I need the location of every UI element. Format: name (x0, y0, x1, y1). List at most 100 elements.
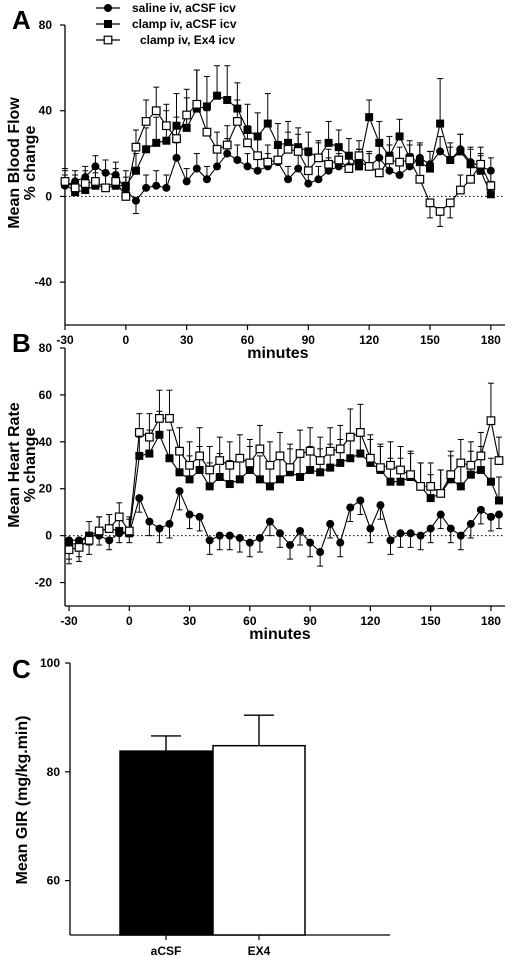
data-point (131, 196, 140, 205)
data-point (316, 468, 325, 477)
data-point (316, 548, 325, 557)
data-point (494, 510, 503, 519)
y-tick-label: 80 (39, 18, 53, 32)
data-point (253, 151, 263, 161)
y-tick-label: 40 (39, 435, 53, 449)
panel-letter-b: B (12, 328, 31, 358)
data-point (385, 166, 394, 175)
x-category-label: aCSF (151, 944, 182, 958)
data-point (295, 449, 305, 458)
data-point (155, 430, 164, 439)
y-tick-label: 40 (39, 104, 53, 118)
data-point (456, 147, 465, 156)
data-point (446, 524, 455, 533)
data-point (165, 454, 174, 463)
data-point (486, 416, 496, 426)
data-point (235, 533, 244, 542)
data-point (94, 526, 104, 536)
data-point (415, 158, 424, 167)
data-point (114, 512, 124, 522)
y-tick-label: 0 (45, 189, 52, 203)
data-point (185, 460, 194, 470)
data-point (80, 179, 90, 188)
data-point (324, 138, 333, 147)
data-point (175, 446, 184, 456)
x-tick-label: 120 (360, 614, 380, 628)
data-point (104, 524, 114, 533)
x-tick-label: 30 (180, 333, 194, 347)
data-point (425, 198, 435, 208)
x-axis-title: minutes (249, 626, 310, 643)
data-point (245, 458, 255, 468)
y-tick-label: 0 (45, 529, 52, 543)
data-point (151, 106, 161, 116)
data-point (315, 456, 325, 465)
legend-marker (104, 4, 112, 12)
data-point (84, 535, 94, 545)
data-point (215, 456, 225, 465)
data-point (456, 458, 466, 468)
data-point (296, 526, 305, 535)
bar-ex4 (212, 744, 306, 936)
data-point (305, 446, 315, 456)
y-tick-label: 80 (47, 765, 61, 779)
data-point (182, 177, 191, 186)
data-point (466, 519, 475, 528)
x-tick-label: 60 (241, 333, 255, 347)
data-point (165, 519, 174, 528)
data-point (115, 526, 124, 535)
data-point (195, 465, 204, 474)
x-tick-label: 180 (481, 614, 501, 628)
data-point (395, 157, 404, 167)
data-point (426, 494, 435, 503)
panel-letter-c: C (12, 654, 31, 684)
data-point (406, 470, 415, 480)
data-point (386, 477, 395, 486)
data-point (161, 121, 171, 131)
data-point (286, 541, 295, 550)
panel-letter-a: A (12, 5, 31, 35)
data-point (145, 517, 154, 526)
data-point (85, 531, 94, 540)
data-point (284, 175, 293, 184)
series-filled-square (61, 65, 495, 199)
data-point (436, 147, 445, 156)
data-point (213, 162, 222, 171)
data-point (304, 147, 313, 156)
y-tick-label: 60 (47, 874, 61, 888)
data-point (405, 155, 415, 165)
data-point (185, 475, 194, 484)
y-tick-label: -20 (35, 576, 53, 590)
data-point (494, 456, 504, 465)
data-point (386, 536, 395, 545)
data-point (135, 494, 144, 503)
data-point (436, 119, 445, 128)
data-point (396, 465, 405, 475)
data-point (121, 192, 131, 201)
data-point (182, 123, 191, 132)
y-axis-title-line1: Mean Blood Flow (6, 97, 23, 229)
data-point (265, 460, 275, 470)
data-point (426, 524, 435, 533)
data-point (365, 453, 375, 463)
data-point (326, 463, 335, 472)
data-point (293, 147, 303, 156)
data-point (285, 463, 295, 473)
data-point (466, 174, 475, 184)
data-point (406, 529, 415, 538)
data-point (396, 477, 405, 486)
data-point (195, 451, 205, 461)
legend-marker (103, 35, 113, 45)
data-point (145, 449, 154, 458)
data-point (324, 159, 333, 169)
data-point (325, 446, 335, 456)
x-tick-label: 120 (359, 333, 379, 347)
data-point (155, 524, 164, 533)
data-point (265, 517, 274, 526)
data-point (243, 162, 252, 171)
data-point (335, 444, 345, 454)
data-point (486, 512, 495, 521)
y-axis-title-line2: % change (22, 428, 39, 503)
data-point (476, 451, 486, 461)
